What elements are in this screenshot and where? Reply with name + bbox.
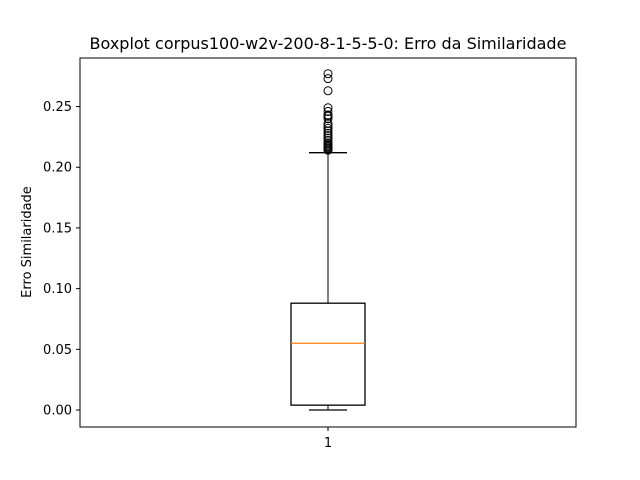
outlier-point [323,86,333,96]
outlier-point [323,128,333,138]
x-tick-label: 1 [324,436,332,451]
outlier-point [323,121,333,131]
y-tick-label: 0.25 [43,100,72,115]
outlier-point [323,103,333,113]
outlier-point [323,138,333,148]
outlier-point [323,123,333,133]
plot-area [290,69,366,411]
y-tick-label: 0.20 [43,161,72,176]
outlier-point [323,133,333,143]
iqr-box [290,302,366,406]
outlier-point [323,110,333,120]
chart-title: Boxplot corpus100-w2v-200-8-1-5-5-0: Err… [90,34,567,53]
outlier-point [323,136,333,146]
outlier-point [323,114,333,124]
y-tick-label: 0.15 [43,221,72,236]
outlier-point [323,126,333,136]
y-tick-label: 0.10 [43,282,72,297]
outlier-point [323,131,333,141]
y-tick-label: 0.00 [43,404,72,419]
y-axis-label: Erro Similaridade [20,186,35,298]
outlier-point [323,106,333,116]
outlier-point [323,74,333,84]
y-tick-label: 0.05 [43,343,72,358]
outlier-point [323,69,333,79]
